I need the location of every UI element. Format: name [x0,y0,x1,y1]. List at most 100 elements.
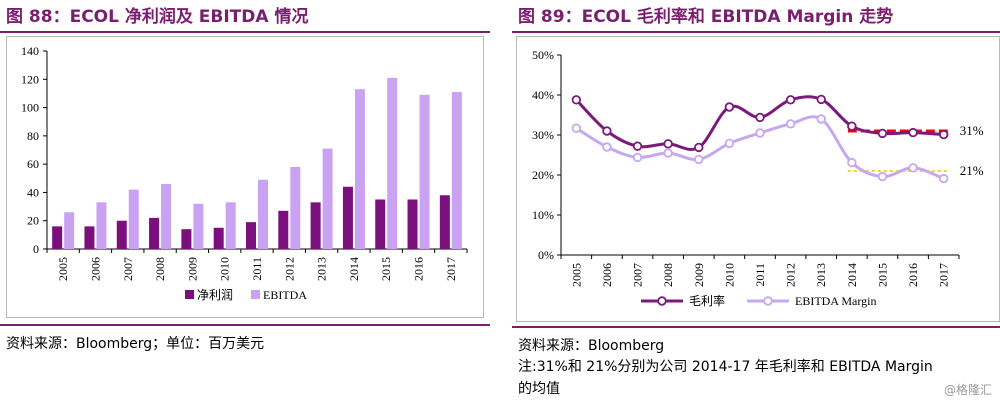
gross-margin-point [816,94,826,105]
left-figure-title: 图 88：ECOL 净利润及 EBITDA 情况 [6,7,309,27]
right-figure-title: 图 89：ECOL 毛利率和 EBITDA Margin 走势 [518,7,894,27]
net-profit-bar [52,226,63,249]
line-x-tick-label: 2009 [692,263,706,287]
margin-trend-line-chart: 0% 10% 20% 30% 40% 50% 2005 2006 2007 2008 2009 201… [532,48,984,308]
line-x-tick-label: 2015 [875,263,889,287]
ebitda-margin-point [785,119,796,129]
left-source-rule [0,324,490,326]
legend-gross-margin-marker [657,296,667,306]
ebitda-margin-point [571,123,582,133]
line-y-tick-label: 20% [532,168,554,182]
line-y-tick-label: 10% [532,208,554,222]
bar-x-tick-label: 2011 [250,257,264,281]
ebitda-margin-point [908,163,918,173]
right-note-line-1: 注:31%和 21%分别为公司 2014-17 年毛利率和 EBITDA Mar… [518,359,933,375]
ebitda-margin-point [877,171,888,182]
legend-ebitda-swatch [251,290,260,299]
line-x-tick-label: 2011 [753,263,767,287]
right-figure-panel: 图 89：ECOL 毛利率和 EBITDA Margin 走势 0% 10% 20%… [512,0,1000,406]
bar-x-tick-label: 2010 [218,257,232,281]
line-x-tick-label: 2008 [661,263,675,287]
legend-net-profit-label: 净利润 [197,288,233,302]
ebitda-bar [193,203,204,249]
bar-x-tick-label: 2005 [56,257,70,281]
bar-x-tick-label: 2012 [282,257,296,281]
line-y-tick-label: 0% [538,248,554,262]
ebitda-bar [96,202,107,249]
gross-margin-point [571,95,582,105]
gross-margin-point [877,128,888,139]
gross-margin-point [908,127,918,138]
bar-y-tick-label: 80 [27,129,39,143]
net-profit-bar [213,227,224,249]
line-x-tick-label: 2016 [906,263,920,287]
ebitda-bar [225,202,236,249]
line-x-tick-label: 2017 [937,263,951,287]
net-profit-bar [407,199,418,249]
line-x-tick-label: 2014 [845,263,859,287]
ebitda-margin-point [602,142,612,152]
ebitda-margin-line [575,115,945,181]
ebitda-bar [419,94,430,249]
bar-y-tick-label: 100 [21,101,39,115]
net-profit-bar [149,217,160,249]
net-profit-bar [84,226,95,249]
gross-margin-line [575,95,944,151]
legend-ebitda-margin-marker [763,296,773,306]
line-x-tick-label: 2012 [784,263,798,287]
left-title-rule [0,31,490,33]
gross-margin-average-label: 31% [960,123,984,138]
gross-margin-point [724,102,735,112]
bar-y-tick-label: 0 [33,242,39,256]
net-profit-bar [310,202,321,249]
gross-margin-point [755,112,765,123]
bar-y-tick-label: 40 [27,185,39,199]
gross-margin-point [694,142,704,153]
ebitda-margin-average-label: 21% [960,163,984,178]
ebitda-margin-point [755,128,765,138]
net-profit-bar [439,195,450,249]
gross-margin-point [847,121,857,131]
bar-x-tick-label: 2006 [88,257,102,281]
left-figure-panel: 图 88：ECOL 净利润及 EBITDA 情况 0 20 40 60 80 100 120… [0,0,490,406]
bar-x-tick-label: 2017 [444,257,458,281]
ebitda-margin-point [724,138,735,149]
ebitda-margin-point [663,148,673,158]
line-x-tick-label: 2005 [569,263,583,287]
line-x-tick-label: 2007 [631,263,645,287]
ebitda-bar [451,92,462,249]
legend-ebitda-margin-label: EBITDA Margin [795,294,876,308]
right-chart-frame: 0% 10% 20% 30% 40% 50% 2005 2006 2007 2008 2009 201… [516,36,1000,322]
ebitda-bar [290,166,301,249]
net-profit-bar [342,186,353,249]
bar-x-tick-label: 2008 [153,257,167,281]
bar-y-tick-label: 140 [21,44,39,58]
watermark-text: @格隆汇 [943,383,992,397]
ebitda-bar [354,89,365,249]
ebitda-margin-point [632,152,643,163]
ebitda-bar [258,179,268,249]
gross-margin-point [663,139,673,149]
bar-x-tick-label: 2016 [412,257,426,281]
gross-margin-point [632,141,643,151]
gross-margin-point [938,129,949,140]
legend-gross-margin-label: 毛利率 [689,293,725,308]
gross-margin-point [602,126,612,136]
legend-net-profit-swatch [185,290,194,299]
bar-x-tick-label: 2009 [185,257,199,281]
bar-x-tick-label: 2015 [379,257,393,281]
right-title-rule [512,31,1000,33]
ebitda-bar [387,77,398,249]
net-profit-bar [246,222,256,249]
net-profit-bar [278,210,289,249]
line-x-tick-label: 2006 [600,263,614,287]
left-source-text: 资料来源：Bloomberg；单位：百万美元 [6,336,265,352]
right-note-line-2: 的均值 [518,381,560,397]
bar-y-tick-label: 20 [27,214,39,228]
right-source-rule [512,326,1000,328]
line-x-tick-label: 2010 [722,263,736,287]
bar-y-tick-label: 60 [27,157,39,171]
line-y-tick-label: 50% [532,48,554,62]
bar-x-tick-label: 2007 [121,257,135,281]
line-y-tick-label: 30% [532,128,554,142]
